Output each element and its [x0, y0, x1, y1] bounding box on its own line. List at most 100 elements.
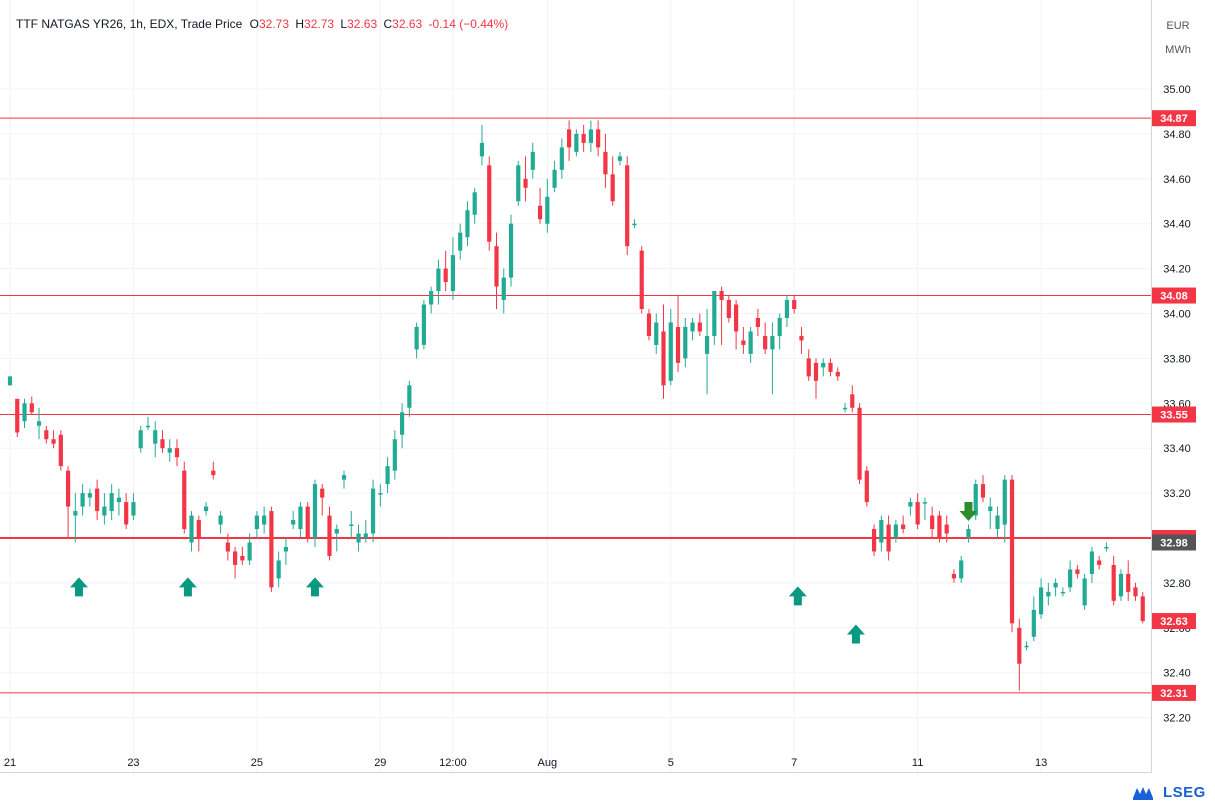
x-tick-label: Aug	[538, 757, 558, 769]
candle-body	[109, 493, 114, 512]
x-tick-label: 12:00	[439, 757, 467, 769]
candle-body	[944, 524, 949, 534]
candle	[211, 461, 216, 480]
candle	[320, 484, 325, 516]
candle	[763, 322, 768, 354]
candle	[675, 295, 681, 372]
high-label: H	[295, 17, 305, 31]
candle-body	[1140, 596, 1145, 622]
candle	[930, 506, 935, 538]
y-tick-label: 34.80	[1163, 129, 1191, 141]
candle-body	[908, 502, 913, 507]
candle-body	[356, 533, 361, 543]
candle-body	[203, 506, 209, 512]
candle-body	[44, 430, 49, 440]
candle	[65, 466, 71, 538]
candle	[835, 367, 840, 381]
candle-body	[1089, 551, 1095, 574]
candle-body	[646, 313, 652, 336]
chart-grid	[0, 0, 1151, 772]
candle	[559, 138, 564, 179]
candle	[915, 493, 920, 530]
candle	[668, 309, 673, 386]
candle-body	[886, 524, 891, 552]
candle	[995, 506, 1000, 538]
candle-body	[748, 331, 753, 354]
y-tick-label: 34.60	[1163, 174, 1191, 186]
candle	[1046, 582, 1051, 606]
candle-body	[349, 524, 354, 527]
candle-body	[472, 192, 477, 215]
candle	[479, 124, 485, 166]
candle-body	[312, 484, 318, 538]
candle-body	[712, 291, 717, 336]
y-tick-label: 33.40	[1163, 443, 1191, 455]
candle	[51, 430, 56, 449]
candle-body	[102, 506, 107, 516]
candle	[182, 461, 187, 534]
candle	[1104, 542, 1109, 552]
candle	[494, 232, 499, 310]
candle-body	[58, 434, 63, 467]
candle	[646, 309, 652, 341]
x-tick-label: 29	[374, 757, 386, 769]
high-value: 32.73	[304, 17, 335, 31]
candle	[901, 515, 906, 534]
candle-body	[320, 488, 325, 498]
last-price-tag-bg	[1152, 613, 1196, 630]
candle-body	[661, 331, 666, 386]
candle-body	[73, 511, 78, 516]
candle	[726, 295, 731, 323]
candle-body	[1053, 582, 1058, 588]
up-arrow-icon	[178, 577, 197, 597]
candle-body	[494, 246, 499, 287]
candle	[850, 385, 855, 413]
candle	[443, 250, 448, 292]
candle	[777, 313, 782, 350]
low-value: 32.63	[347, 17, 378, 31]
candle	[654, 313, 659, 354]
candle-body	[1111, 564, 1116, 601]
candle	[189, 511, 194, 552]
candle	[639, 246, 644, 314]
candle	[523, 156, 528, 202]
candle-body	[1118, 573, 1124, 597]
candle-body	[559, 147, 564, 170]
time-axis[interactable]: 21 23 25 29 12:00 Aug 5 7 11 13	[4, 757, 1047, 769]
candle-body	[545, 196, 550, 224]
candle	[276, 551, 281, 588]
candle	[755, 309, 760, 336]
candle	[610, 156, 615, 206]
close-value: 32.63	[392, 17, 423, 31]
candle-body	[392, 439, 397, 471]
candle-body	[450, 255, 456, 292]
candle	[893, 520, 898, 543]
candle	[588, 120, 593, 152]
open-value: 32.73	[258, 17, 290, 31]
candle-body	[901, 524, 906, 530]
level-tag: 34.08	[1160, 291, 1188, 303]
candle-body	[254, 515, 259, 530]
down-arrow-icon	[959, 502, 978, 522]
candle-body	[400, 412, 405, 435]
level-tag-bg	[1152, 406, 1196, 423]
candle	[603, 133, 608, 188]
candle	[400, 403, 405, 449]
level-tag-bg	[1152, 110, 1196, 127]
candle	[922, 497, 928, 521]
candle-body	[835, 371, 840, 377]
candle-body	[871, 529, 877, 552]
candle	[516, 160, 521, 206]
candle-body	[182, 470, 187, 530]
candle-body	[980, 484, 986, 498]
candle-body	[1075, 569, 1080, 574]
candlestick-series	[7, 120, 1145, 691]
candle-body	[501, 277, 506, 301]
candle	[704, 309, 710, 395]
candle-body	[378, 493, 383, 495]
close-label: C	[383, 17, 393, 31]
candle	[421, 300, 426, 350]
candle	[291, 511, 296, 530]
